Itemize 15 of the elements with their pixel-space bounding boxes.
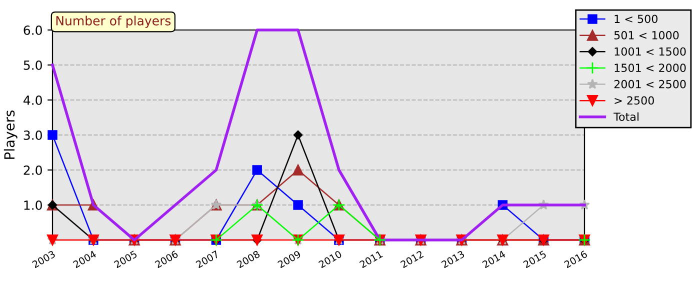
legend-label: 2001 < 2500 — [614, 80, 686, 88]
y-tick-label: 4.0 — [24, 95, 42, 105]
legend-label: 1 < 500 — [614, 14, 658, 24]
legend-label: 1001 < 1500 — [614, 47, 686, 56]
legend-label: > 2500 — [614, 96, 654, 105]
legend-label: Total — [614, 112, 638, 121]
y-tick-label: 1.0 — [24, 200, 42, 210]
y-tick-label: 6.0 — [24, 25, 42, 35]
y-axis-title: Players — [4, 110, 18, 159]
y-tick-label: 2.0 — [24, 165, 42, 175]
chart-title: Number of players — [56, 16, 171, 28]
legend-label: 501 < 1000 — [614, 31, 679, 40]
y-tick-label: 3.0 — [24, 130, 42, 140]
y-tick-label: 5.0 — [24, 60, 42, 70]
legend-label: 1501 < 2000 — [614, 64, 686, 72]
